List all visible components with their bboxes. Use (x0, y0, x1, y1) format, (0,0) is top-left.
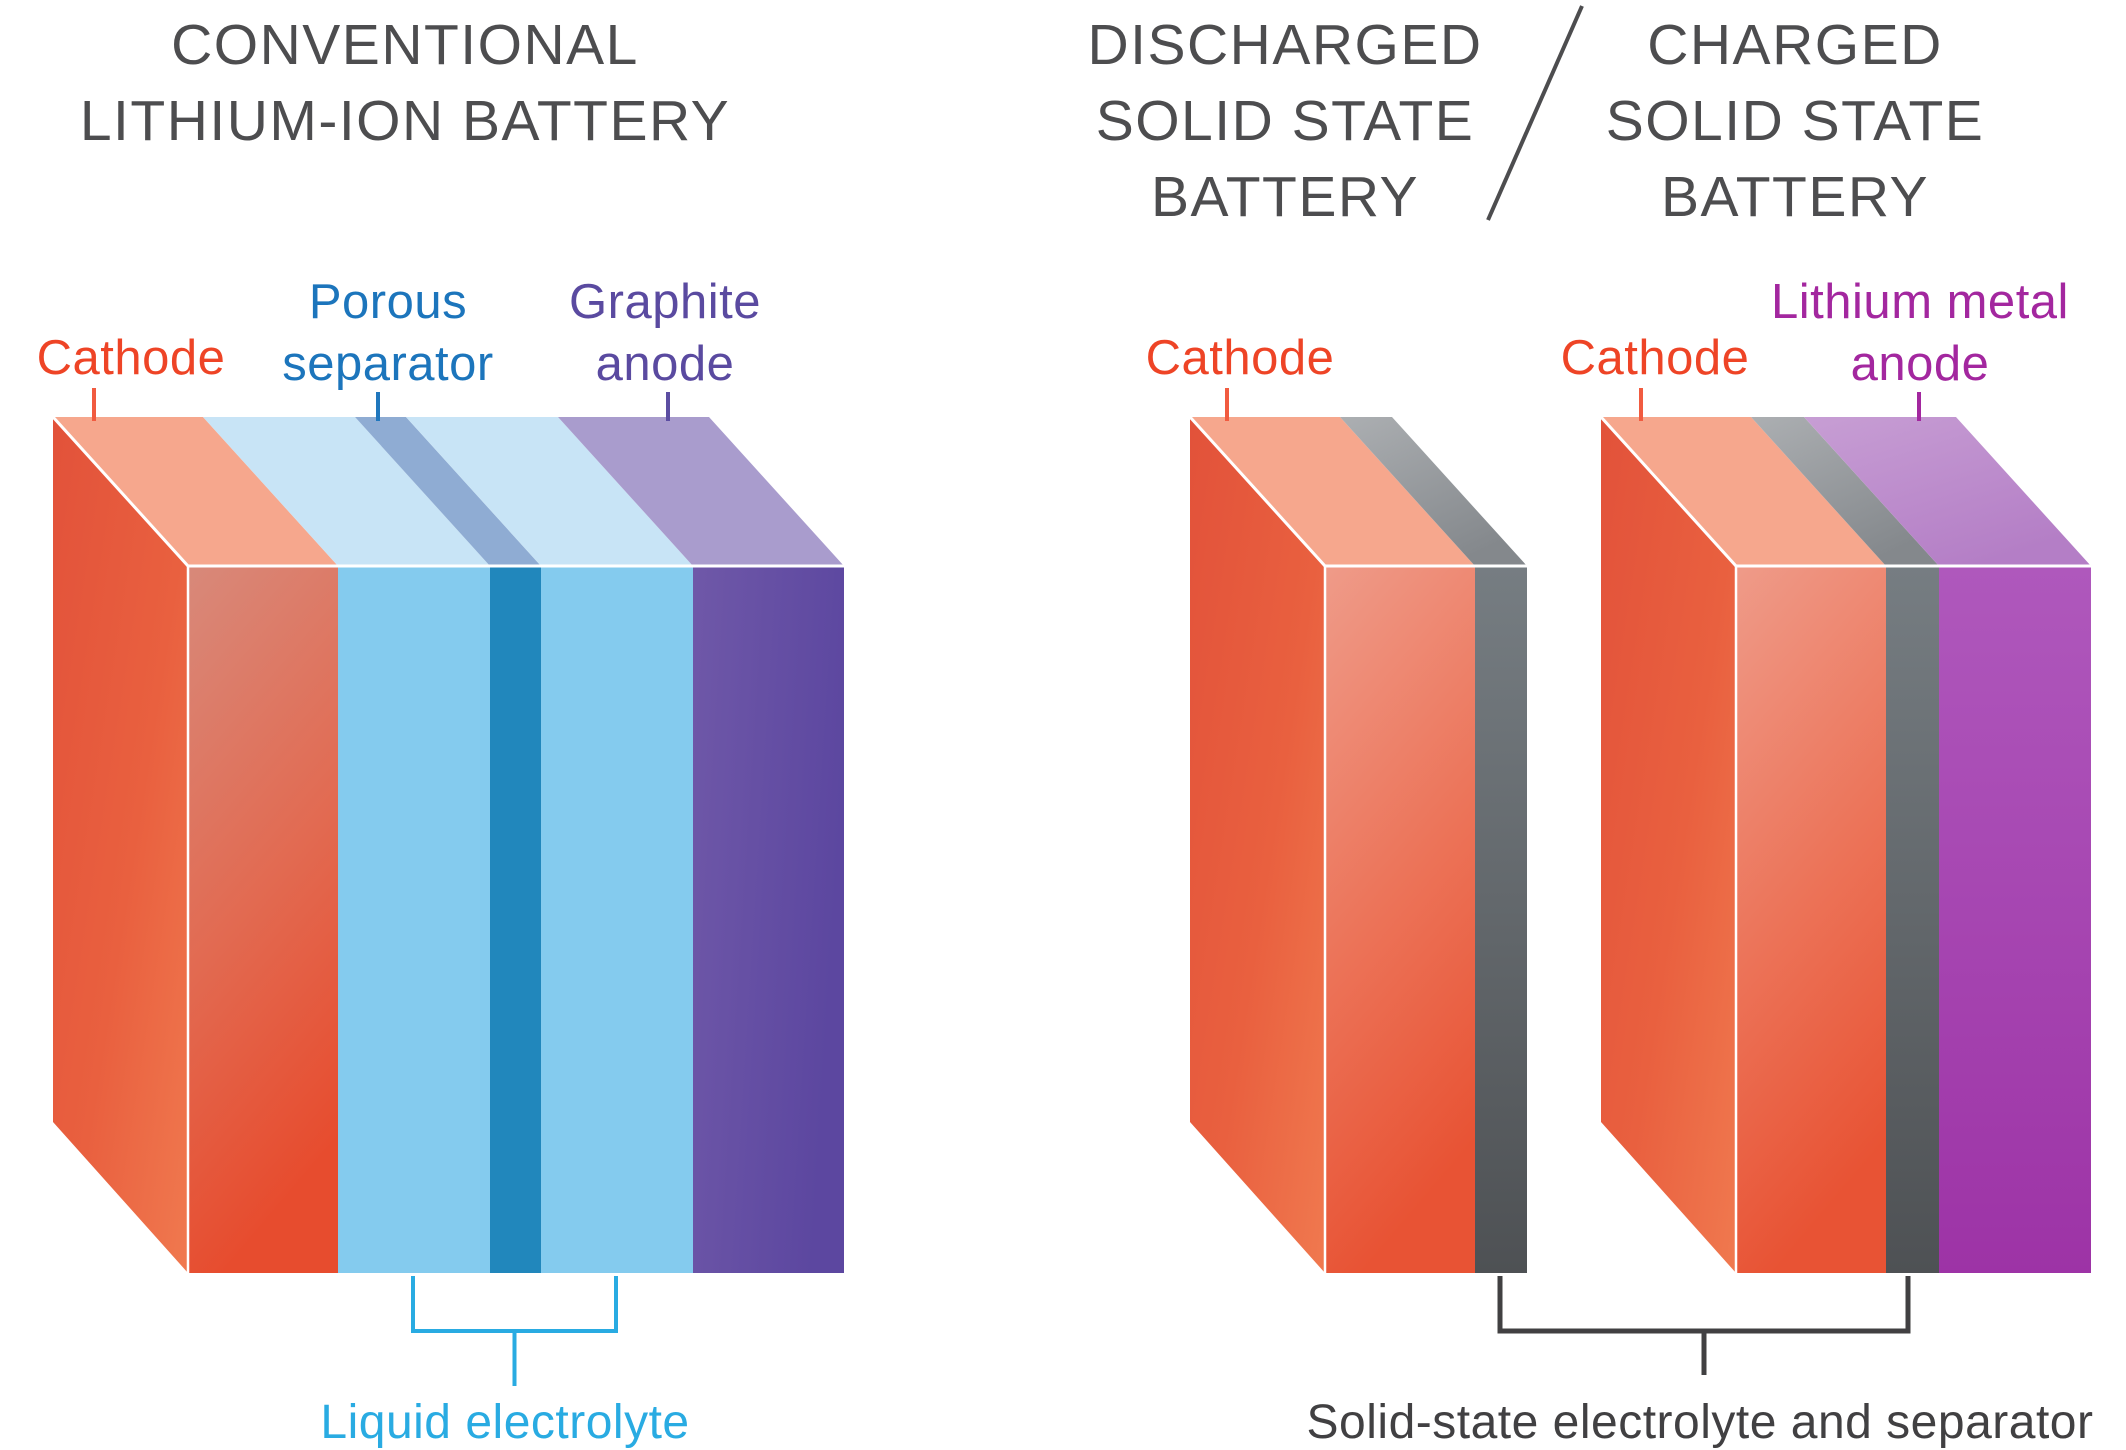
titles: CONVENTIONAL LITHIUM-ION BATTERY DISCHAR… (80, 5, 1985, 229)
charged-battery (1599, 415, 2091, 1273)
left-side-face (53, 417, 188, 1273)
cathode-front-layer (1325, 566, 1475, 1273)
lithium-anode-front-layer (1939, 566, 2091, 1273)
discharged-title-line3: BATTERY (1151, 165, 1419, 229)
cathode-label-middle: Cathode (1146, 331, 1335, 385)
graphite-front-layer (693, 566, 844, 1273)
cathode-label-right: Cathode (1561, 331, 1750, 385)
porous-separator-label-line1: Porous (309, 275, 467, 329)
discharged-battery (1188, 415, 1527, 1273)
cathode-top-face (1190, 417, 1475, 566)
electrolyte-top-face (203, 417, 490, 566)
left-side-face (1190, 417, 1325, 1273)
porous-separator-label-line2: separator (282, 337, 494, 391)
electrolyte-top-face-2 (406, 417, 693, 566)
graphite-anode-label-line1: Graphite (569, 275, 761, 329)
lithium-anode-top-face (1804, 417, 2091, 566)
solid-electrolyte-top-face (1340, 417, 1527, 566)
discharged-title-line2: SOLID STATE (1096, 89, 1475, 153)
solid-state-bracket (1497, 1276, 1911, 1375)
electrolyte-front-layer-2 (541, 566, 693, 1273)
left-title-line2: LITHIUM-ION BATTERY (80, 89, 730, 153)
conventional-battery (51, 415, 844, 1273)
left-side-face (1601, 417, 1736, 1273)
solid-electrolyte-front-layer (1475, 566, 1527, 1273)
separator-top-face (355, 417, 541, 566)
graphite-top-face (558, 417, 844, 566)
graphite-anode-label-line2: anode (596, 337, 735, 391)
electrolyte-front-layer (338, 566, 490, 1273)
solid-electrolyte-front-layer (1886, 566, 1939, 1273)
cathode-label-left: Cathode (37, 331, 226, 385)
lithium-metal-anode-label-line2: anode (1851, 337, 1990, 391)
cathode-top-face (1601, 417, 1886, 566)
liquid-electrolyte-caption: Liquid electrolyte (320, 1396, 689, 1449)
cathode-front-layer (188, 566, 338, 1273)
charged-title-line2: SOLID STATE (1606, 89, 1985, 153)
solid-electrolyte-top-face (1751, 417, 1939, 566)
left-title-line1: CONVENTIONAL (171, 13, 639, 77)
charged-title-line1: CHARGED (1647, 13, 1943, 77)
title-slash-divider (1486, 5, 1584, 221)
liquid-electrolyte-bracket (411, 1276, 618, 1386)
discharged-title-line1: DISCHARGED (1087, 13, 1482, 77)
charged-title-line3: BATTERY (1661, 165, 1929, 229)
solid-state-caption: Solid-state electrolyte and separator (1307, 1396, 2094, 1449)
cathode-front-layer (1736, 566, 1886, 1273)
separator-front-layer (490, 566, 541, 1273)
cathode-top-face (53, 417, 338, 566)
layer-labels: Cathode Porous separator Graphite anode … (37, 275, 2069, 391)
lithium-metal-anode-label-line1: Lithium metal (1771, 275, 2069, 329)
